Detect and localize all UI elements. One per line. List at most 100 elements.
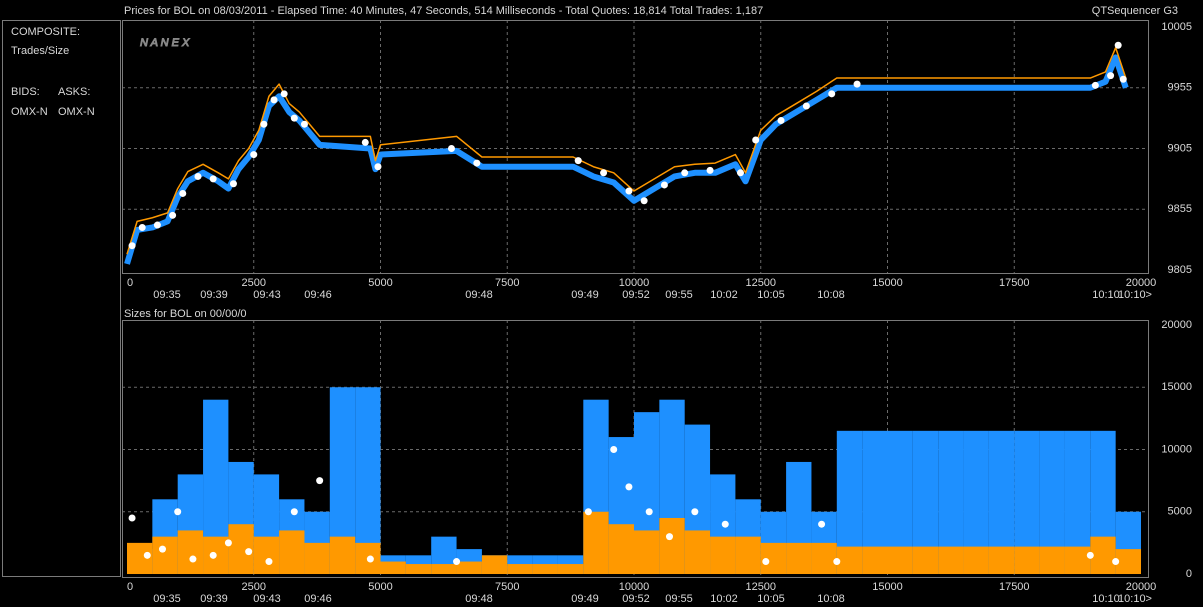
size-bar [836,546,863,574]
size-bar [912,546,939,574]
trade-dot [1091,81,1099,89]
trade-dot [600,169,608,177]
y-tick-label: 10005 [1161,21,1192,33]
time-label: 09:43 [253,593,281,605]
legend-entry: OMX-N [11,106,48,118]
size-bar [1014,546,1040,574]
size-bar [431,564,457,574]
x-tick-label: 2500 [242,581,266,593]
trade-dot [574,157,582,165]
size-bar [481,555,508,574]
trade-dot [209,551,217,559]
size-bar [380,561,406,574]
size-bar [988,546,1015,574]
time-label: 09:55 [665,289,693,301]
time-label: 09:48 [465,593,493,605]
time-label: 09:48 [465,289,493,301]
product-name: QTSequencer G3 [1092,5,1178,17]
size-bar [634,530,660,574]
x-tick-label: 5000 [368,581,392,593]
trade-dot [316,477,324,485]
time-label: 09:39 [200,593,228,605]
trade-dot [777,117,785,125]
legend-group: COMPOSITE: [11,26,80,38]
time-label: 10:10> [1118,289,1152,301]
y-tick-label: 20000 [1161,319,1192,331]
x-tick-label: 15000 [872,277,903,289]
plot [123,321,1148,577]
trade-dot [453,558,461,566]
size-bar [279,530,305,574]
y-tick-label: 9805 [1168,264,1192,276]
trade-dot [179,189,187,197]
time-label: 09:35 [153,593,181,605]
trade-dot [833,558,841,566]
plot [123,21,1148,273]
trade-dot [300,120,308,128]
legend-group: BIDS: [11,86,40,98]
y-tick-label: 10000 [1161,443,1192,455]
size-bar [507,564,533,574]
size-bar [329,536,356,574]
trade-dot [153,221,161,229]
trade-dot [224,539,232,547]
size-bar [1064,546,1091,574]
trade-dot [1086,551,1094,559]
trade-dot [128,514,136,522]
y-tick-label: 9955 [1168,82,1192,94]
trade-dot [260,120,268,128]
size-bar [786,542,812,574]
trade-dot [169,211,177,219]
size-bar [1039,546,1065,574]
trade-dot [706,166,714,174]
time-label: 09:39 [200,289,228,301]
size-bar [253,536,280,574]
size-bar [177,530,204,574]
trade-dot [366,555,374,563]
trade-dot [1114,41,1122,49]
x-tick-label: 2500 [242,277,266,289]
x-tick-label: 20000 [1126,581,1157,593]
trade-dot [1107,72,1115,80]
trade-dot [473,159,481,167]
time-label: 09:46 [304,289,332,301]
x-tick-label: 7500 [495,277,519,289]
size-bar [862,546,888,574]
trade-dot [361,138,369,146]
time-label: 09:43 [253,289,281,301]
trade-dot [802,102,810,110]
x-tick-label: 17500 [999,581,1030,593]
legend-group: ASKS: [58,86,90,98]
trade-dot [828,90,836,98]
trade-dot [762,558,770,566]
watermark: N A N E X [140,37,190,49]
trade-dot [265,558,273,566]
trade-dot [158,545,166,553]
trade-dot [818,520,826,528]
time-label: 09:35 [153,289,181,301]
size-bar [1090,536,1116,574]
legend-entry: Trades/Size [11,45,69,57]
size-bar [710,536,736,574]
trade-dot [625,483,633,491]
time-label: 10:08 [817,289,845,301]
x-tick-label: 0 [127,277,133,289]
sidebar [2,20,121,577]
trade-dot [374,163,382,171]
plot-area [122,20,1149,274]
y-tick-label: 15000 [1161,381,1192,393]
trade-dot [1119,75,1127,83]
size-bar [405,564,432,574]
trade-dot [610,446,618,453]
trade-dot [280,90,288,98]
trade-dot [189,555,197,563]
time-label: 10:10 [1092,593,1120,605]
x-tick-label: 10000 [619,277,650,289]
trade-dot [128,242,136,250]
size-bar [938,546,964,574]
trade-dot [229,180,237,188]
time-label: 09:49 [571,289,599,301]
trade-dot [290,508,298,516]
x-tick-label: 20000 [1126,277,1157,289]
